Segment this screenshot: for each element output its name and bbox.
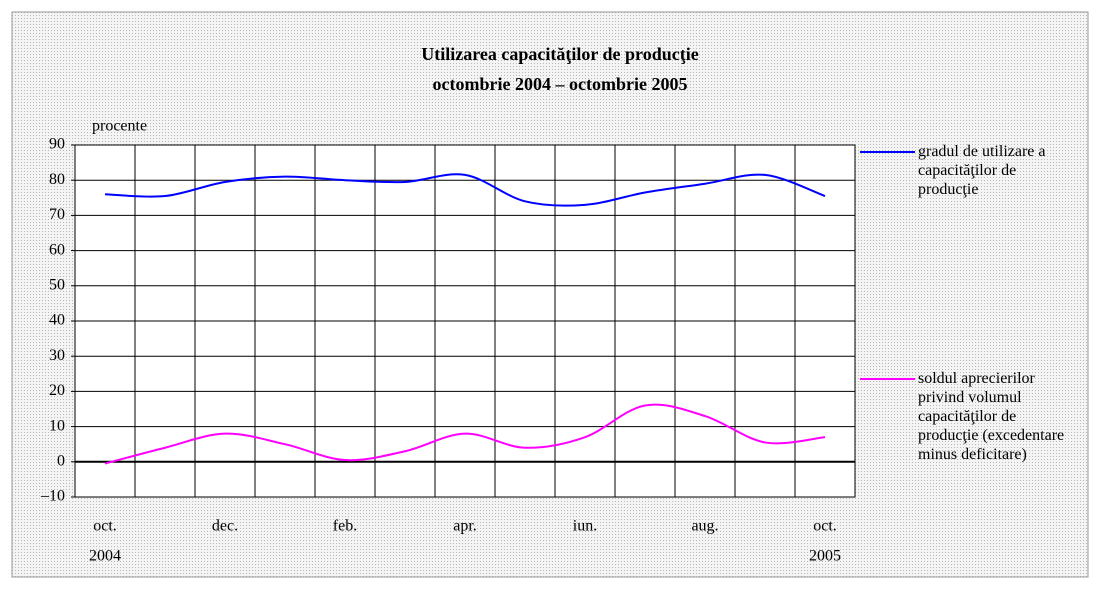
legend-entry: gradul de utilizare a capacităţilor de p… [918, 143, 1046, 198]
chart-title: Utilizarea capacităţilor de producţie [421, 44, 698, 64]
x-tick-label: oct. [813, 518, 837, 535]
legend-label: soldul aprecierilor privind volumul capa… [918, 370, 1065, 463]
x-tick-year: 2005 [809, 548, 841, 565]
x-tick-year: 2004 [89, 548, 121, 565]
y-tick-label: 90 [49, 136, 65, 153]
y-tick-label: 30 [49, 347, 65, 364]
y-tick-label: 0 [57, 452, 65, 469]
x-tick-label: iun. [573, 518, 597, 535]
y-tick-label: –10 [40, 488, 65, 505]
y-axis-label: procente [92, 118, 147, 135]
y-tick-label: 20 [49, 382, 65, 399]
x-tick-label: aug. [691, 518, 718, 535]
y-tick-label: 50 [49, 276, 65, 293]
x-tick-label: feb. [333, 518, 357, 535]
y-tick-label: 10 [49, 417, 65, 434]
legend-label: gradul de utilizare a capacităţilor de p… [918, 143, 1046, 198]
y-tick-label: 40 [49, 312, 65, 329]
chart-subtitle: octombrie 2004 – octombrie 2005 [433, 74, 688, 94]
series-line [104, 403, 826, 465]
y-tick-label: 60 [49, 241, 65, 258]
x-tick-label: dec. [212, 518, 238, 535]
y-tick-label: 70 [49, 206, 65, 223]
x-tick-label: oct. [93, 518, 117, 535]
legend-entry: soldul aprecierilor privind volumul capa… [918, 370, 1065, 463]
x-tick-label: apr. [453, 518, 477, 535]
y-tick-label: 80 [49, 171, 65, 188]
series-line [104, 173, 826, 207]
